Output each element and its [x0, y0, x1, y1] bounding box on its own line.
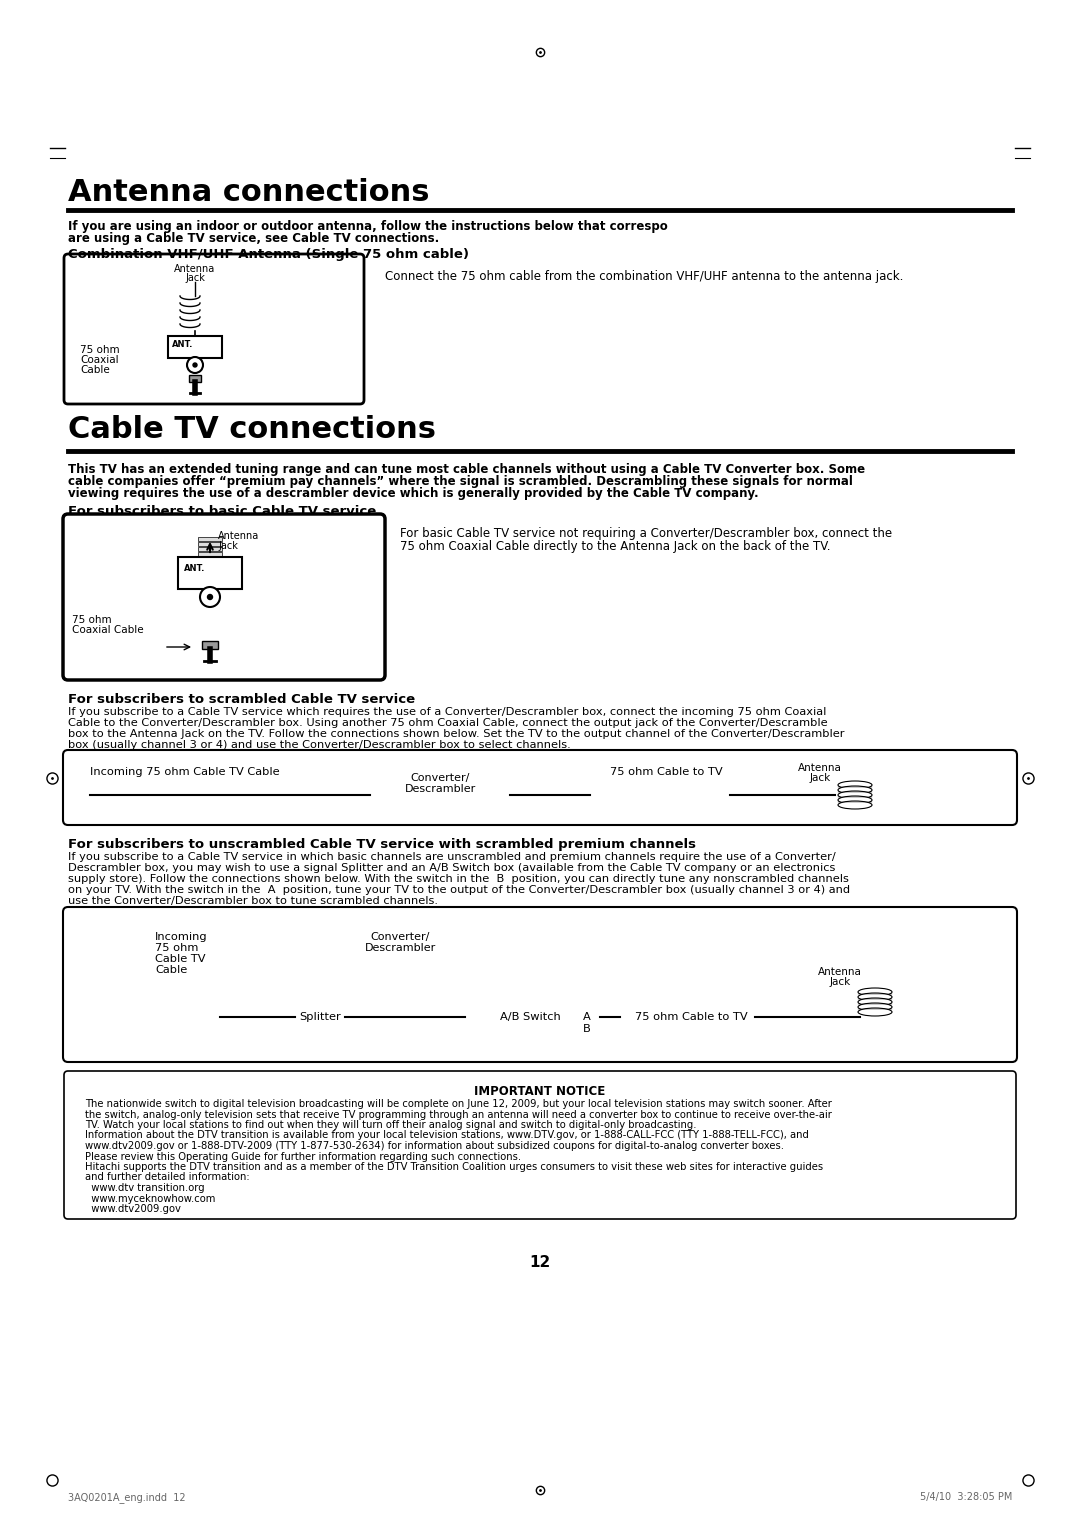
Text: 5/4/10  3:28:05 PM: 5/4/10 3:28:05 PM: [920, 1491, 1012, 1502]
Text: Cable: Cable: [80, 365, 110, 374]
Ellipse shape: [858, 1008, 892, 1016]
Text: www.dtv2009.gov: www.dtv2009.gov: [85, 1204, 180, 1215]
Text: Descrambler: Descrambler: [364, 943, 435, 953]
Text: If you subscribe to a Cable TV service in which basic channels are unscrambled a: If you subscribe to a Cable TV service i…: [68, 853, 836, 862]
Ellipse shape: [858, 998, 892, 1005]
Text: viewing requires the use of a descrambler device which is generally provided by : viewing requires the use of a descramble…: [68, 487, 758, 500]
Text: Connect the 75 ohm cable from the combination VHF/UHF antenna to the antenna jac: Connect the 75 ohm cable from the combin…: [384, 270, 903, 283]
Text: Information about the DTV transition is available from your local television sta: Information about the DTV transition is …: [85, 1131, 809, 1140]
Ellipse shape: [838, 781, 872, 788]
Text: For subscribers to basic Cable TV service: For subscribers to basic Cable TV servic…: [68, 504, 376, 518]
Text: on your TV. With the switch in the  A  position, tune your TV to the output of t: on your TV. With the switch in the A pos…: [68, 885, 850, 895]
Text: Jack: Jack: [809, 773, 831, 782]
Text: Splitter: Splitter: [299, 1012, 341, 1022]
Ellipse shape: [858, 1002, 892, 1012]
Text: For basic Cable TV service not requiring a Converter/Descrambler box, connect th: For basic Cable TV service not requiring…: [400, 527, 892, 539]
Ellipse shape: [858, 993, 892, 1001]
Text: Cable TV: Cable TV: [156, 953, 205, 964]
Text: B: B: [583, 1024, 591, 1034]
Text: box to the Antenna Jack on the TV. Follow the connections shown below. Set the T: box to the Antenna Jack on the TV. Follo…: [68, 729, 845, 740]
FancyBboxPatch shape: [63, 908, 1017, 1062]
Text: 75 ohm Cable to TV: 75 ohm Cable to TV: [635, 1012, 747, 1022]
Circle shape: [200, 587, 220, 607]
Text: 12: 12: [529, 1254, 551, 1270]
Text: A: A: [583, 1012, 591, 1022]
Text: Combination VHF/UHF Antenna (Single 75 ohm cable): Combination VHF/UHF Antenna (Single 75 o…: [68, 248, 469, 261]
Text: and further detailed information:: and further detailed information:: [85, 1172, 249, 1183]
Text: Antenna: Antenna: [818, 967, 862, 976]
Text: The nationwide switch to digital television broadcasting will be complete on Jun: The nationwide switch to digital televis…: [85, 1099, 832, 1109]
Text: 75 ohm Coaxial Cable directly to the Antenna Jack on the back of the TV.: 75 ohm Coaxial Cable directly to the Ant…: [400, 539, 831, 553]
Ellipse shape: [838, 785, 872, 795]
Text: Descrambler box, you may wish to use a signal Splitter and an A/B Switch box (av: Descrambler box, you may wish to use a s…: [68, 863, 835, 872]
Text: Incoming 75 ohm Cable TV Cable: Incoming 75 ohm Cable TV Cable: [90, 767, 280, 778]
Text: Antenna: Antenna: [798, 762, 842, 773]
Ellipse shape: [838, 796, 872, 804]
Text: This TV has an extended tuning range and can tune most cable channels without us: This TV has an extended tuning range and…: [68, 463, 865, 477]
Text: Cable to the Converter/Descrambler box. Using another 75 ohm Coaxial Cable, conn: Cable to the Converter/Descrambler box. …: [68, 718, 827, 727]
Bar: [198, 536, 222, 541]
FancyBboxPatch shape: [178, 558, 242, 588]
Text: Antenna connections: Antenna connections: [68, 177, 430, 206]
Text: If you are using an indoor or outdoor antenna, follow the instructions below tha: If you are using an indoor or outdoor an…: [68, 220, 667, 232]
Bar: [202, 642, 218, 649]
Text: cable companies offer “premium pay channels” where the signal is scrambled. Desc: cable companies offer “premium pay chann…: [68, 475, 853, 487]
Text: www.myceknowhow.com: www.myceknowhow.com: [85, 1193, 215, 1204]
Bar: [198, 552, 222, 556]
Text: Antenna: Antenna: [174, 264, 216, 274]
Text: www.dtv transition.org: www.dtv transition.org: [85, 1183, 204, 1193]
Text: Cable TV connections: Cable TV connections: [68, 416, 436, 445]
Text: Cable: Cable: [156, 966, 187, 975]
Text: supply store). Follow the connections shown below. With the switch in the  B  po: supply store). Follow the connections sh…: [68, 874, 849, 885]
Text: Converter/: Converter/: [410, 773, 470, 782]
Text: Hitachi supports the DTV transition and as a member of the DTV Transition Coalit: Hitachi supports the DTV transition and …: [85, 1161, 823, 1172]
Text: If you subscribe to a Cable TV service which requires the use of a Converter/Des: If you subscribe to a Cable TV service w…: [68, 707, 826, 717]
Text: A/B Switch: A/B Switch: [500, 1012, 561, 1022]
Text: box (usually channel 3 or 4) and use the Converter/Descrambler box to select cha: box (usually channel 3 or 4) and use the…: [68, 740, 570, 750]
Text: Incoming: Incoming: [156, 932, 207, 941]
Ellipse shape: [858, 989, 892, 996]
Bar: [189, 374, 201, 382]
Text: 75 ohm: 75 ohm: [80, 345, 120, 354]
FancyBboxPatch shape: [64, 1071, 1016, 1219]
Text: are using a Cable TV service, see Cable TV connections.: are using a Cable TV service, see Cable …: [68, 232, 440, 244]
Text: Please review this Operating Guide for further information regarding such connec: Please review this Operating Guide for f…: [85, 1152, 522, 1161]
Text: 75 ohm Cable to TV: 75 ohm Cable to TV: [610, 767, 723, 778]
Circle shape: [193, 364, 197, 367]
Text: use the Converter/Descrambler box to tune scrambled channels.: use the Converter/Descrambler box to tun…: [68, 895, 438, 906]
FancyBboxPatch shape: [64, 254, 364, 403]
Text: For subscribers to scrambled Cable TV service: For subscribers to scrambled Cable TV se…: [68, 694, 415, 706]
Text: 75 ohm: 75 ohm: [72, 614, 111, 625]
Text: 75 ohm: 75 ohm: [156, 943, 199, 953]
Circle shape: [207, 594, 213, 599]
Text: www.dtv2009.gov or 1-888-DTV-2009 (TTY 1-877-530-2634) for information about sub: www.dtv2009.gov or 1-888-DTV-2009 (TTY 1…: [85, 1141, 784, 1151]
Bar: [198, 547, 222, 552]
Text: Jack: Jack: [829, 976, 851, 987]
Ellipse shape: [838, 792, 872, 799]
Text: For subscribers to unscrambled Cable TV service with scrambled premium channels: For subscribers to unscrambled Cable TV …: [68, 837, 696, 851]
Text: Descrambler: Descrambler: [404, 784, 475, 795]
FancyBboxPatch shape: [63, 750, 1017, 825]
FancyBboxPatch shape: [63, 513, 384, 680]
Bar: [198, 542, 222, 545]
Text: Coaxial Cable: Coaxial Cable: [72, 625, 144, 636]
Text: ANT.: ANT.: [172, 341, 193, 348]
Text: Converter/: Converter/: [370, 932, 430, 941]
Text: ANT.: ANT.: [184, 564, 205, 573]
Text: IMPORTANT NOTICE: IMPORTANT NOTICE: [474, 1085, 606, 1099]
Ellipse shape: [838, 801, 872, 808]
Text: the switch, analog-only television sets that receive TV programming through an a: the switch, analog-only television sets …: [85, 1109, 832, 1120]
Circle shape: [187, 358, 203, 373]
Text: Jack: Jack: [185, 274, 205, 283]
Text: Antenna: Antenna: [218, 532, 259, 541]
FancyBboxPatch shape: [168, 336, 222, 358]
Text: Jack: Jack: [218, 541, 238, 552]
Text: TV. Watch your local stations to find out when they will turn off their analog s: TV. Watch your local stations to find ou…: [85, 1120, 697, 1131]
Text: 3AQ0201A_eng.indd  12: 3AQ0201A_eng.indd 12: [68, 1491, 186, 1504]
Text: Coaxial: Coaxial: [80, 354, 119, 365]
